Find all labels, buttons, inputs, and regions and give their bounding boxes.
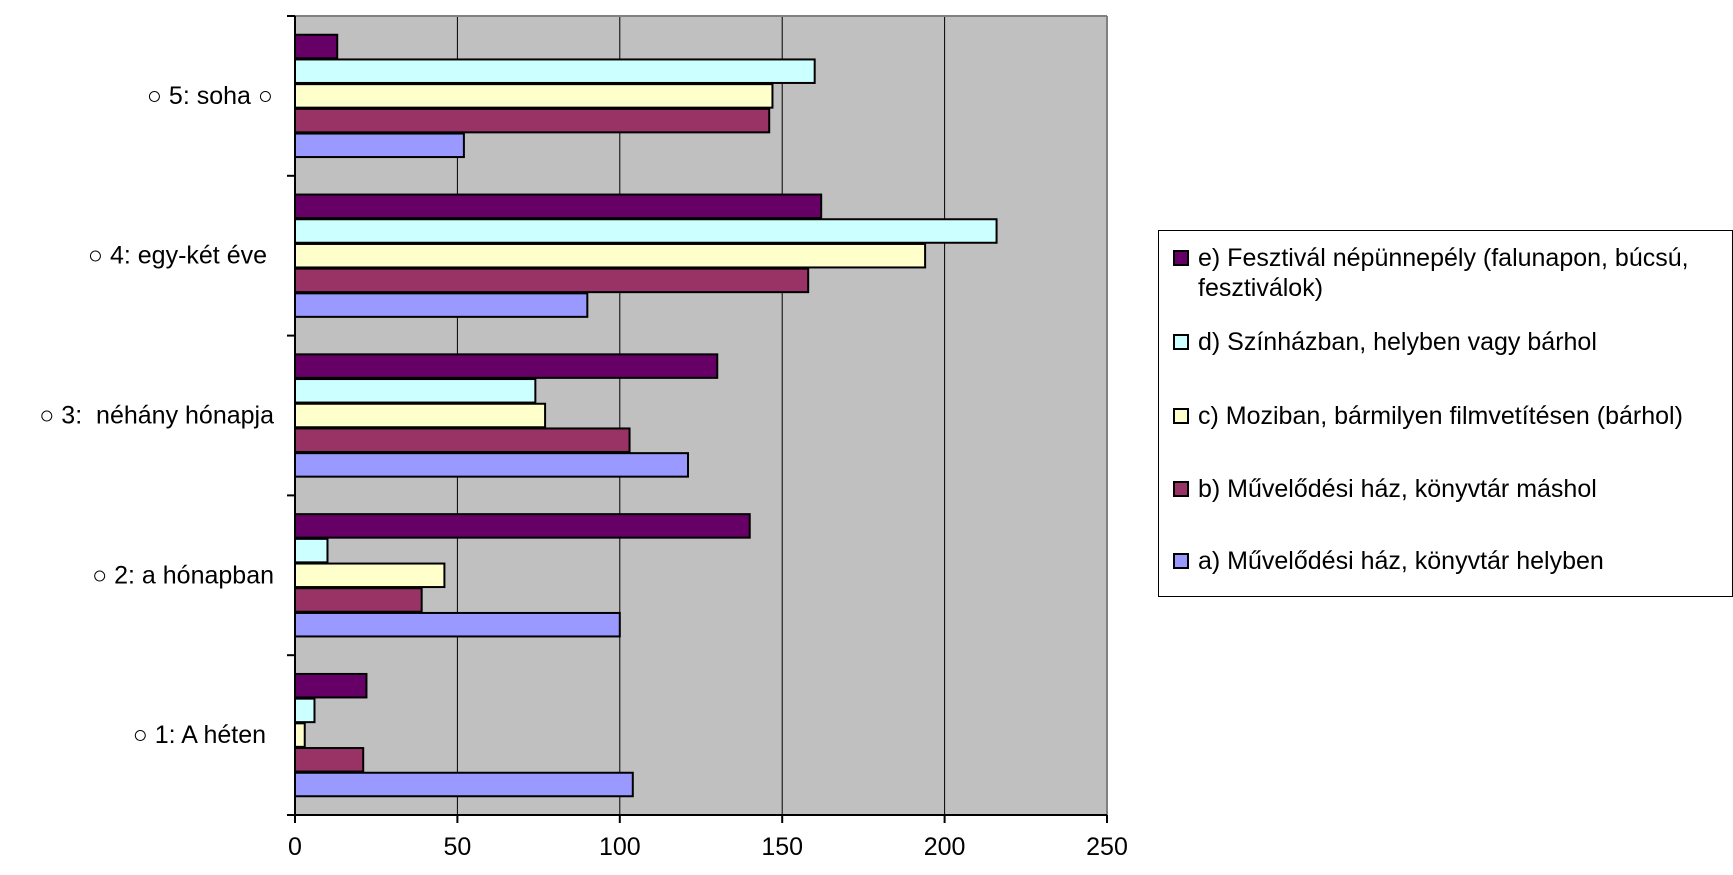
bar-e-cat2 (294, 513, 751, 539)
x-tick-label-250: 250 (1086, 833, 1128, 861)
bar-b-cat5 (294, 107, 771, 134)
bar-c-cat5 (294, 83, 774, 109)
bar-c-cat2 (294, 562, 446, 589)
x-tick-label-200: 200 (924, 833, 966, 861)
bar-e-cat5 (294, 33, 339, 60)
y-category-label-4: ○ 4: egy-két éve (88, 242, 267, 270)
legend: e) Fesztivál népünnepély (falunapon, búc… (1158, 230, 1733, 597)
legend-label-e: e) Fesztivál népünnepély (falunapon, búc… (1198, 244, 1689, 302)
legend-label-b: b) Művelődési ház, könyvtár máshol (1198, 475, 1597, 503)
bar-d-cat2 (294, 537, 329, 564)
bar-c-cat3 (294, 402, 547, 429)
bar-c-cat1 (294, 722, 306, 748)
legend-swatch-e (1173, 250, 1189, 266)
legend-swatch-d (1173, 334, 1189, 350)
bar-a-cat4 (294, 292, 589, 318)
legend-item-a: a) Művelődési ház, könyvtár helyben (1173, 546, 1725, 576)
bar-b-cat3 (294, 427, 631, 453)
bar-b-cat1 (294, 747, 365, 773)
bar-a-cat3 (294, 452, 690, 478)
bar-e-cat4 (294, 193, 823, 220)
legend-swatch-a (1173, 553, 1189, 569)
x-tick-label-50: 50 (443, 833, 471, 861)
x-tick-label-100: 100 (599, 833, 641, 861)
legend-label-d: d) Színházban, helyben vagy bárhol (1198, 328, 1597, 356)
bar-b-cat4 (294, 267, 810, 294)
bar-c-cat4 (294, 242, 927, 269)
legend-swatch-b (1173, 481, 1189, 497)
axes (287, 15, 1108, 823)
bar-a-cat5 (294, 132, 465, 159)
bar-d-cat5 (294, 58, 816, 84)
bar-b-cat2 (294, 587, 423, 613)
bar-d-cat1 (294, 697, 316, 724)
bar-e-cat1 (294, 672, 368, 699)
legend-item-e: e) Fesztivál népünnepély (falunapon, búc… (1173, 243, 1725, 303)
y-category-label-3: ○ 3: néhány hónapja (39, 402, 274, 430)
bar-a-cat1 (294, 771, 634, 798)
legend-label-a: a) Művelődési ház, könyvtár helyben (1198, 547, 1604, 575)
bar-e-cat3 (294, 353, 719, 379)
legend-item-d: d) Színházban, helyben vagy bárhol (1173, 327, 1725, 357)
bar-d-cat4 (294, 218, 998, 244)
legend-item-b: b) Művelődési ház, könyvtár máshol (1173, 474, 1725, 504)
x-tick-label-150: 150 (761, 833, 803, 861)
legend-label-c: c) Moziban, bármilyen filmvetítésen (bár… (1198, 402, 1683, 430)
legend-swatch-c (1173, 408, 1189, 424)
legend-item-c: c) Moziban, bármilyen filmvetítésen (bár… (1173, 401, 1725, 431)
y-category-label-2: ○ 2: a hónapban (92, 561, 274, 589)
bar-a-cat2 (294, 611, 621, 638)
y-category-label-5: ○ 5: soha ○ (147, 82, 273, 110)
x-tick-labels: 0 50 100 150 200 250 (288, 833, 1128, 861)
bar-d-cat3 (294, 378, 537, 404)
x-tick-label-0: 0 (288, 833, 302, 861)
y-category-label-1: ○ 1: A héten (133, 721, 266, 749)
y-category-labels: ○ 1: A héten ○ 2: a hónapban ○ 3: néhány h… (39, 82, 274, 749)
